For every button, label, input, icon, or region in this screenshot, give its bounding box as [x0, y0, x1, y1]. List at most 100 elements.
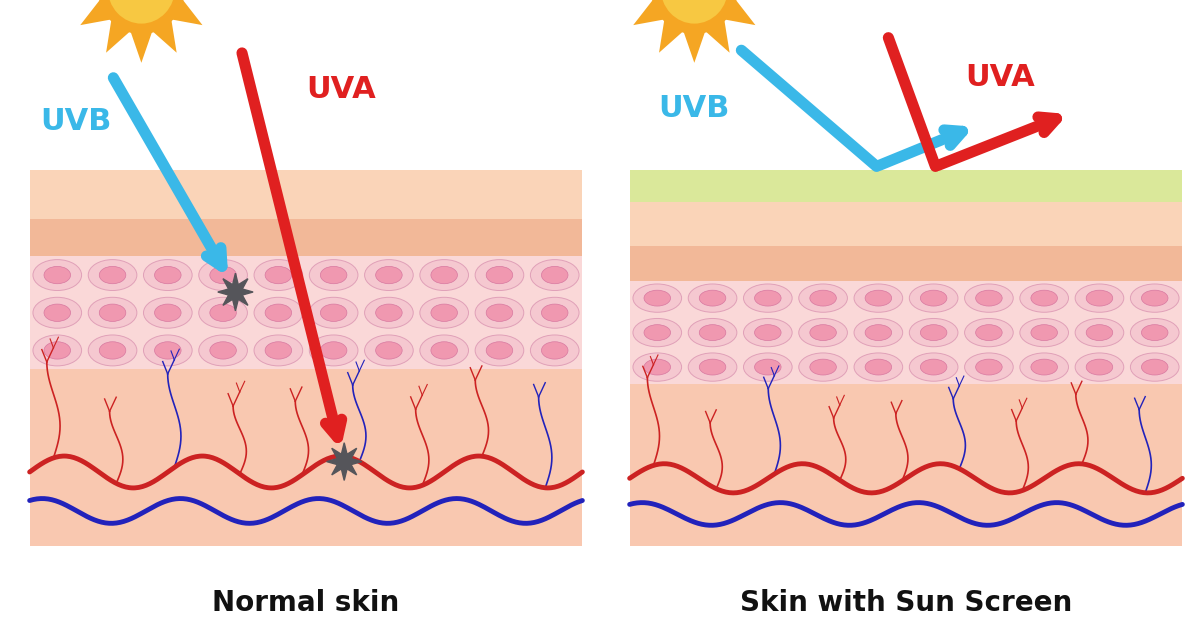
Ellipse shape [1130, 318, 1180, 347]
Ellipse shape [700, 325, 726, 340]
Ellipse shape [486, 304, 512, 322]
Ellipse shape [1031, 290, 1057, 306]
Ellipse shape [376, 342, 402, 359]
Ellipse shape [486, 266, 512, 284]
Ellipse shape [530, 259, 580, 291]
Ellipse shape [365, 297, 413, 328]
Ellipse shape [155, 304, 181, 322]
Ellipse shape [965, 353, 1013, 381]
Ellipse shape [265, 342, 292, 359]
Text: UVB: UVB [659, 94, 730, 123]
Polygon shape [725, 0, 756, 25]
Ellipse shape [199, 259, 247, 291]
Ellipse shape [486, 342, 512, 359]
Ellipse shape [920, 290, 947, 306]
Ellipse shape [431, 342, 457, 359]
Ellipse shape [155, 342, 181, 359]
Ellipse shape [700, 359, 726, 375]
Ellipse shape [744, 318, 792, 347]
Ellipse shape [755, 359, 781, 375]
Ellipse shape [644, 359, 671, 375]
Ellipse shape [420, 297, 468, 328]
Ellipse shape [475, 335, 523, 366]
Ellipse shape [254, 259, 302, 291]
Ellipse shape [755, 290, 781, 306]
Circle shape [97, 0, 185, 34]
Ellipse shape [744, 284, 792, 312]
Ellipse shape [976, 290, 1002, 306]
Ellipse shape [1075, 284, 1123, 312]
Polygon shape [326, 443, 362, 480]
Ellipse shape [854, 318, 902, 347]
Ellipse shape [100, 266, 126, 284]
Ellipse shape [32, 259, 82, 291]
Ellipse shape [320, 266, 347, 284]
Ellipse shape [865, 359, 892, 375]
Ellipse shape [365, 259, 413, 291]
Ellipse shape [1086, 290, 1112, 306]
Ellipse shape [920, 359, 947, 375]
Ellipse shape [144, 297, 192, 328]
Ellipse shape [965, 284, 1013, 312]
Ellipse shape [365, 335, 413, 366]
Ellipse shape [1086, 359, 1112, 375]
Ellipse shape [89, 335, 137, 366]
Polygon shape [131, 31, 152, 63]
Ellipse shape [700, 290, 726, 306]
Ellipse shape [475, 297, 523, 328]
Ellipse shape [1020, 353, 1068, 381]
Bar [30, 369, 582, 546]
Bar [30, 256, 582, 369]
Ellipse shape [144, 335, 192, 366]
Circle shape [650, 0, 738, 34]
Ellipse shape [44, 304, 71, 322]
Ellipse shape [744, 353, 792, 381]
Ellipse shape [144, 259, 192, 291]
Ellipse shape [810, 359, 836, 375]
Ellipse shape [89, 297, 137, 328]
Ellipse shape [965, 318, 1013, 347]
Ellipse shape [632, 318, 682, 347]
Ellipse shape [1130, 284, 1180, 312]
Ellipse shape [155, 266, 181, 284]
Ellipse shape [100, 342, 126, 359]
Ellipse shape [420, 335, 468, 366]
Ellipse shape [420, 259, 468, 291]
Ellipse shape [530, 297, 580, 328]
Ellipse shape [755, 325, 781, 340]
Ellipse shape [854, 284, 902, 312]
Ellipse shape [89, 259, 137, 291]
Ellipse shape [475, 259, 523, 291]
Ellipse shape [210, 342, 236, 359]
Ellipse shape [632, 353, 682, 381]
Ellipse shape [1075, 318, 1123, 347]
Ellipse shape [541, 304, 568, 322]
Text: UVA: UVA [306, 75, 376, 104]
Ellipse shape [1130, 353, 1180, 381]
Circle shape [108, 0, 175, 24]
Text: UVB: UVB [41, 107, 112, 136]
Ellipse shape [644, 325, 671, 340]
Ellipse shape [1086, 325, 1112, 340]
Ellipse shape [265, 266, 292, 284]
Ellipse shape [689, 353, 737, 381]
Ellipse shape [810, 325, 836, 340]
Ellipse shape [199, 297, 247, 328]
Ellipse shape [1031, 325, 1057, 340]
Polygon shape [80, 0, 112, 25]
Ellipse shape [1141, 325, 1168, 340]
Ellipse shape [254, 297, 302, 328]
Ellipse shape [254, 335, 302, 366]
Ellipse shape [910, 284, 958, 312]
Ellipse shape [320, 342, 347, 359]
Polygon shape [152, 19, 176, 53]
Ellipse shape [100, 304, 126, 322]
Ellipse shape [310, 297, 358, 328]
Ellipse shape [431, 304, 457, 322]
Polygon shape [106, 19, 131, 53]
Polygon shape [706, 19, 730, 53]
Ellipse shape [1141, 290, 1168, 306]
Bar [630, 384, 1182, 546]
Text: Skin with Sun Screen: Skin with Sun Screen [740, 589, 1072, 617]
Bar [30, 219, 582, 256]
